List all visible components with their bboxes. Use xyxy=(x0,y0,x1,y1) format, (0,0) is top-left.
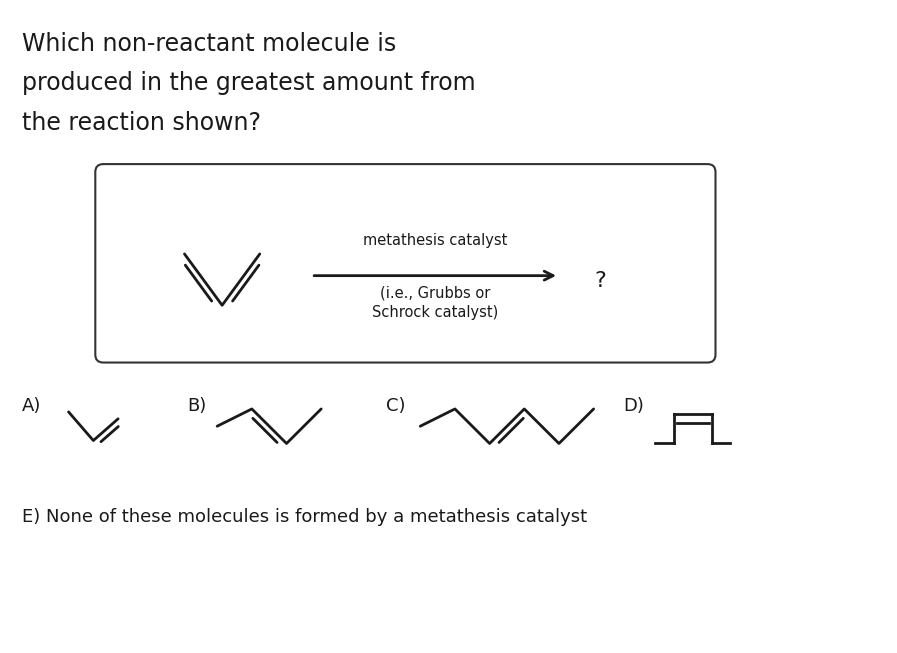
Text: produced in the greatest amount from: produced in the greatest amount from xyxy=(22,71,475,95)
Text: Which non-reactant molecule is: Which non-reactant molecule is xyxy=(22,32,396,56)
Text: (i.e., Grubbs or
Schrock catalyst): (i.e., Grubbs or Schrock catalyst) xyxy=(372,285,498,321)
Text: the reaction shown?: the reaction shown? xyxy=(22,111,261,135)
Text: B): B) xyxy=(187,397,206,415)
Text: A): A) xyxy=(22,397,41,415)
Text: E) None of these molecules is formed by a metathesis catalyst: E) None of these molecules is formed by … xyxy=(22,507,588,526)
FancyBboxPatch shape xyxy=(95,164,716,362)
Text: metathesis catalyst: metathesis catalyst xyxy=(363,233,508,248)
Text: ?: ? xyxy=(595,270,606,291)
Text: C): C) xyxy=(386,397,405,415)
Text: D): D) xyxy=(623,397,644,415)
